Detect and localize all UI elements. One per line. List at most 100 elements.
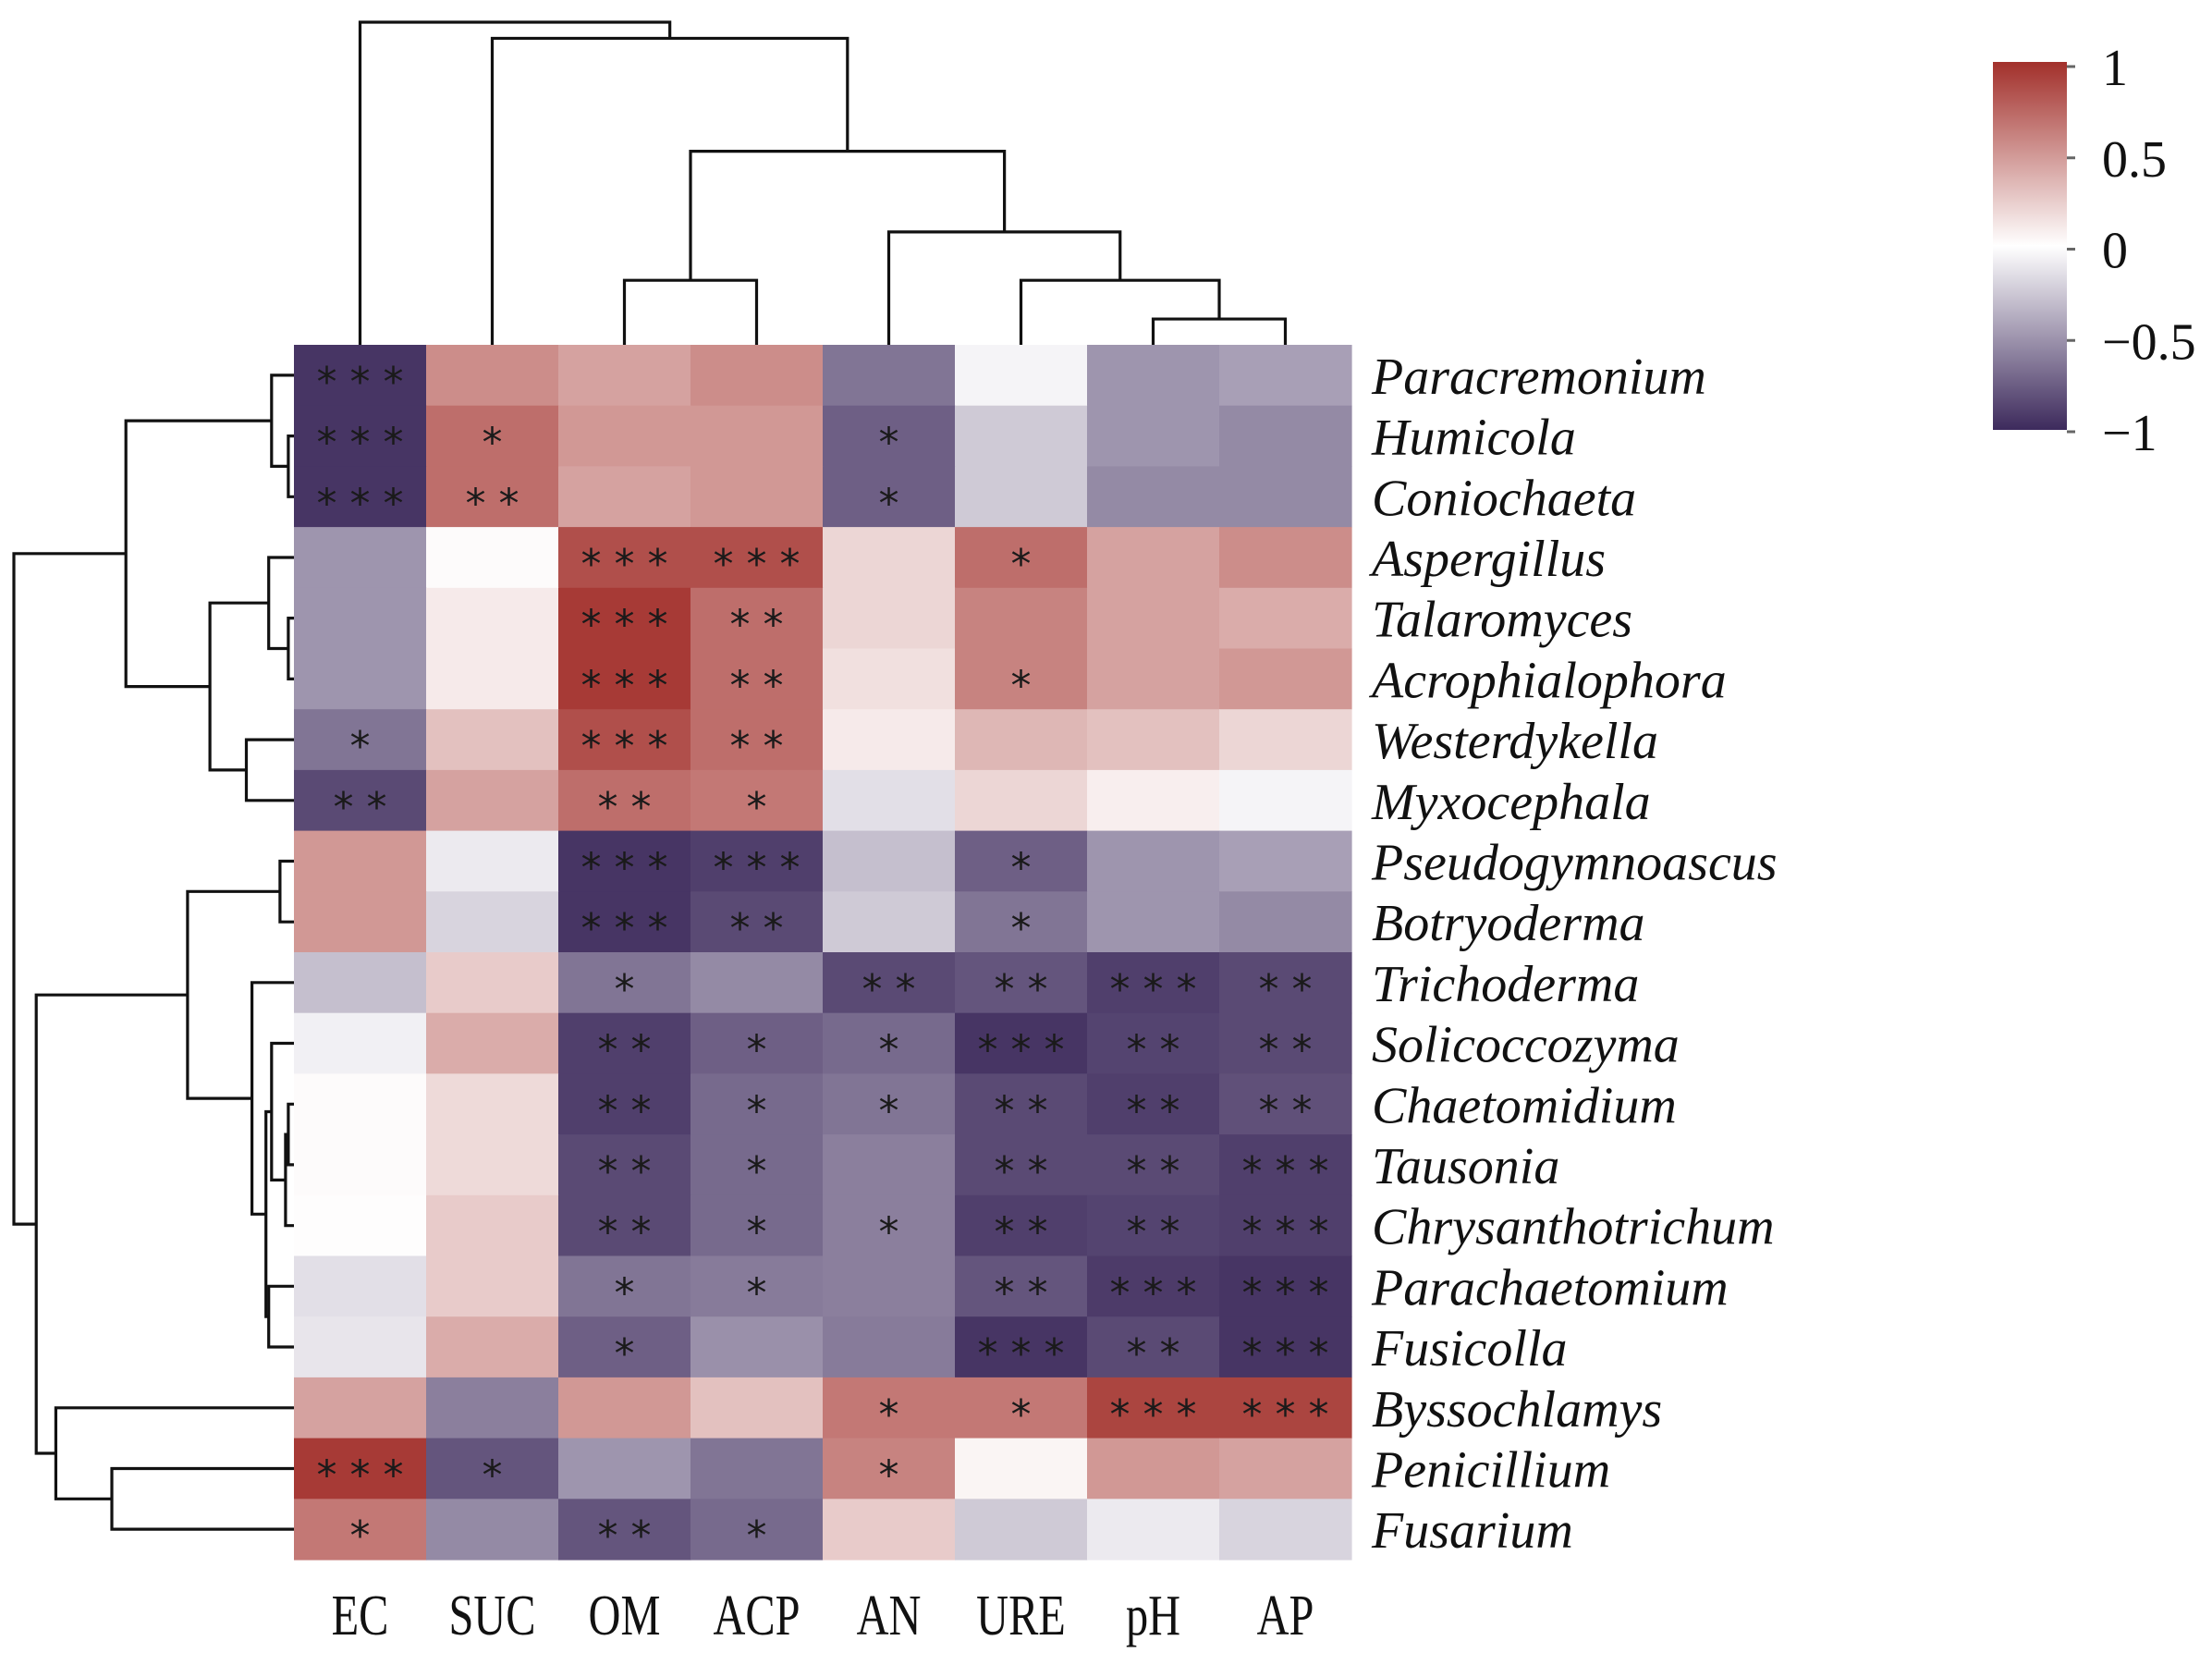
row-label: Westerdykella <box>1372 713 1658 770</box>
significance-marker: * <box>615 966 635 1013</box>
row-dendrogram-branch <box>287 1102 294 1167</box>
column-label: AP <box>1257 1584 1314 1647</box>
heatmap-cell <box>558 345 691 407</box>
heatmap-cell <box>823 1377 956 1439</box>
row-dendrogram-branch <box>287 617 294 680</box>
heatmap-cell <box>294 1194 427 1257</box>
heatmap-cell <box>294 527 427 589</box>
heatmap-cell <box>823 709 956 771</box>
heatmap-cell <box>690 527 824 589</box>
column-label: pH <box>1126 1584 1180 1647</box>
column-label: AN <box>857 1584 922 1647</box>
significance-marker: * <box>1011 905 1032 952</box>
heatmap-cell <box>955 830 1088 892</box>
significance-marker: * <box>350 723 371 770</box>
heatmap-cell <box>294 1499 427 1561</box>
heatmap-cell <box>558 527 691 589</box>
column-dendrogram-branch <box>886 230 1122 345</box>
heatmap-cell <box>1219 1316 1352 1378</box>
row-label: Chaetomidium <box>1372 1077 1677 1134</box>
column-dendrogram-branch <box>622 278 759 345</box>
heatmap-cell <box>690 345 824 407</box>
row-label: Acrophialophora <box>1368 652 1727 709</box>
heatmap-cell <box>690 769 824 832</box>
significance-marker: * * * <box>1110 1391 1197 1439</box>
heatmap-cell <box>294 709 427 771</box>
significance-marker: * <box>747 1027 767 1074</box>
heatmap-cell <box>1219 1134 1352 1196</box>
heatmap-cell <box>1219 648 1352 710</box>
significance-marker: * <box>879 1209 899 1256</box>
row-label: Paracremonium <box>1371 349 1706 406</box>
heatmap-cell <box>1219 527 1352 589</box>
column-label: EC <box>332 1584 389 1647</box>
heatmap-cell <box>1219 709 1352 771</box>
heatmap-cell <box>955 891 1088 953</box>
heatmap-cell <box>294 587 427 650</box>
significance-marker: * * <box>598 1209 652 1256</box>
heatmap-cell <box>690 1377 824 1439</box>
heatmap-cell <box>558 1134 691 1196</box>
heatmap-cell <box>690 1012 824 1074</box>
heatmap-cell <box>294 1377 427 1439</box>
heatmap-cell <box>690 1255 824 1317</box>
row-label: Talaromyces <box>1372 592 1632 649</box>
heatmap-cell <box>690 1073 824 1135</box>
column-dendrogram <box>358 20 1288 345</box>
significance-marker: * * * <box>317 420 404 467</box>
heatmap-cell <box>823 648 956 710</box>
heatmap-cell <box>690 1194 824 1257</box>
heatmap-cell <box>558 891 691 953</box>
heatmap-cell <box>955 1194 1088 1257</box>
colorbar-legend: 1 0.5 0 −0.5 −1 <box>1993 40 2196 462</box>
heatmap-cell <box>1219 1438 1352 1500</box>
significance-marker: * * <box>730 905 784 952</box>
heatmap-cell <box>558 1316 691 1378</box>
heatmap-cell <box>426 405 559 467</box>
significance-marker: * <box>747 784 767 831</box>
heatmap-cell <box>294 1316 427 1378</box>
heatmap-cell <box>955 466 1088 528</box>
heatmap-cell <box>955 587 1088 650</box>
significance-marker: * <box>1011 662 1032 709</box>
heatmap-cell <box>294 1255 427 1317</box>
heatmap-cell <box>690 952 824 1014</box>
significance-marker: * * <box>1127 1148 1180 1195</box>
heatmap-cell <box>955 952 1088 1014</box>
heatmap-cell <box>1219 769 1352 832</box>
significance-marker: * * <box>466 480 519 527</box>
heatmap-cell <box>294 1012 427 1074</box>
significance-marker: * * <box>598 1087 652 1134</box>
row-dendrogram-branch <box>208 601 269 772</box>
heatmap-cell <box>294 345 427 407</box>
heatmap-cell <box>426 1255 559 1317</box>
significance-marker: * * * <box>317 1452 404 1500</box>
heatmap-cell <box>426 1499 559 1561</box>
significance-marker: * * <box>862 966 916 1013</box>
heatmap-cell <box>1087 1377 1220 1439</box>
heatmap-cell <box>690 1438 824 1500</box>
heatmap-cell <box>426 891 559 953</box>
significance-marker: * * * <box>581 602 668 649</box>
heatmap-cell <box>823 527 956 589</box>
significance-marker: * * * <box>1110 1269 1197 1316</box>
heatmap-cell <box>1087 952 1220 1014</box>
heatmap-cell <box>1087 466 1220 528</box>
heatmap-cell <box>558 1194 691 1257</box>
heatmap-cell <box>426 830 559 892</box>
heatmap-cell <box>1219 1499 1352 1561</box>
row-label: Chrysanthotrichum <box>1372 1199 1775 1256</box>
heatmap-cell <box>294 952 427 1014</box>
heatmap-cell <box>1087 527 1220 589</box>
significance-marker: * <box>350 1512 371 1560</box>
significance-marker: * * <box>1259 1087 1313 1134</box>
heatmap-cell <box>955 709 1088 771</box>
heatmap-cell <box>558 1073 691 1135</box>
heatmap-cell <box>955 1134 1088 1196</box>
heatmap-cell <box>426 709 559 771</box>
heatmap-cell <box>690 830 824 892</box>
heatmap-cell <box>1087 1255 1220 1317</box>
significance-marker: * * <box>1259 966 1313 1013</box>
heatmap-cell <box>294 466 427 528</box>
